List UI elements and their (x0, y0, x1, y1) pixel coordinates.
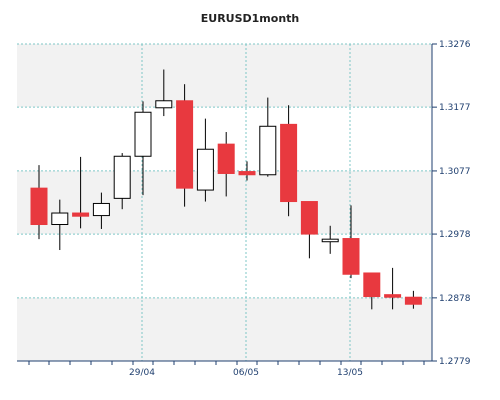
x-tick-label: 06/05 (233, 368, 259, 378)
plot-band (17, 170, 432, 235)
x-tick-label: 29/04 (129, 368, 155, 378)
y-tick-labels: 1.3276 1.3177 1.3077 1.2978 1.2878 1.2779 (439, 40, 471, 367)
candle (384, 267, 402, 310)
y-tick-label: 1.3177 (439, 103, 471, 113)
candle (217, 132, 235, 197)
candle (259, 97, 277, 177)
x-tick-label: 13/05 (337, 368, 363, 378)
candle-body-up (134, 111, 152, 157)
plot-band (17, 234, 432, 298)
candle (176, 84, 194, 207)
y-tick-label: 1.2978 (439, 230, 471, 240)
candle-body-down (280, 123, 298, 203)
candle (321, 225, 339, 254)
candle-body-down (342, 238, 360, 275)
candle-body-down (238, 171, 256, 176)
candle (363, 272, 381, 310)
candles-group (30, 69, 422, 310)
plot-background-bands (17, 44, 432, 361)
candle-body-down (30, 187, 48, 226)
candle (155, 69, 173, 117)
axes (17, 43, 437, 365)
candle-body-up (113, 155, 131, 199)
candle (280, 105, 298, 217)
candle (72, 156, 90, 229)
candle-body-up (92, 202, 110, 217)
y-tick-label: 1.2779 (439, 357, 471, 367)
candle (30, 165, 48, 240)
candle (134, 101, 152, 196)
candle-body-up (155, 100, 173, 109)
y-tick-label: 1.3276 (439, 40, 471, 50)
candle (238, 161, 256, 181)
candle-body-down (384, 294, 402, 298)
candle (92, 192, 110, 229)
candle-body-down (217, 143, 235, 174)
candle-body-down (72, 212, 90, 217)
y-tick-label: 1.2878 (439, 294, 471, 304)
candle-body-down (363, 272, 381, 298)
candle-body-up (259, 125, 277, 176)
candle-body-up (51, 212, 69, 226)
candle (342, 205, 360, 279)
candle (404, 290, 422, 309)
candle-body-down (404, 296, 422, 305)
candle-body-down (176, 100, 194, 189)
y-tick-label: 1.3077 (439, 167, 471, 177)
candle (196, 118, 214, 202)
plot-band (17, 297, 432, 361)
candle-body-up (321, 238, 339, 243)
candle-body-up (196, 148, 214, 191)
candle (113, 153, 131, 210)
candle-body-down (300, 201, 318, 235)
plot-band (17, 44, 432, 108)
chart-title: EURUSD1month (201, 12, 300, 25)
candle (51, 199, 69, 251)
x-tick-labels: 29/04 06/05 13/05 (129, 368, 363, 378)
candle (300, 201, 318, 259)
